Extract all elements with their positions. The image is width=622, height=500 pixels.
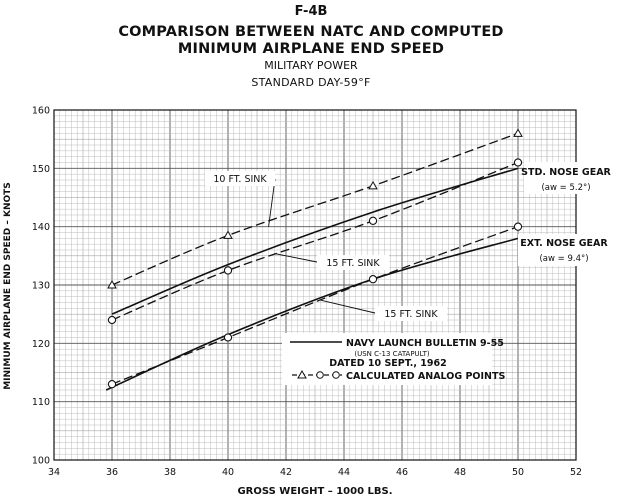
label-10ft-sink-box: [205, 171, 275, 186]
data-point-circle: [513, 222, 523, 231]
x-tick-label: 46: [396, 467, 408, 478]
x-tick-label: 40: [222, 467, 234, 478]
legend-circle-marker-2: [332, 371, 340, 379]
series-line-1: [111, 167, 519, 315]
data-point-triangle: [368, 180, 378, 190]
plot-series: [105, 128, 523, 391]
y-tick-label: 160: [32, 106, 50, 117]
x-tick-label: 48: [454, 467, 466, 478]
data-point-circle: [368, 216, 378, 225]
label-15ft-sink-lower-box: [375, 306, 447, 321]
series-line-4: [111, 226, 519, 385]
label-ext-gear-box: [518, 234, 610, 266]
data-point-circle: [223, 266, 233, 275]
chart-title-line2: MINIMUM AIRPLANE END SPEED: [177, 41, 445, 57]
plot-axes: 34 36 38 40 42 44 46 48 50 52 100 110 120 130 140 150 16…: [32, 106, 582, 479]
label-std-gear-box: [524, 162, 608, 194]
data-point-circle: [513, 158, 523, 167]
x-axis-label: GROSS WEIGHT – 1000 LBS.: [237, 486, 392, 497]
label-15ft-sink-upper: 15 FT. SINK: [326, 258, 380, 269]
plot-annotations: [268, 178, 376, 314]
label-15ft-sink-upper-box: [317, 255, 389, 270]
chart-title-line1: COMPARISON BETWEEN NATC AND COMPUTED: [118, 24, 504, 40]
data-point-triangle: [223, 230, 233, 239]
y-tick-label: 140: [32, 222, 50, 233]
label-ext-nose-gear: EXT. NOSE GEAR: [520, 238, 608, 249]
leader-15ft-upper: [274, 253, 318, 263]
series-line-0: [111, 132, 519, 286]
chart-subtitle-day: STANDARD DAY-59°F: [251, 76, 371, 89]
y-axis-label: MINIMUM AIRPLANE END SPEED – KNOTS: [3, 182, 13, 390]
y-tick-label: 150: [32, 164, 50, 175]
x-tick-label: 34: [48, 467, 60, 478]
x-tick-label: 36: [106, 467, 118, 478]
x-tick-label: 52: [570, 467, 582, 478]
leader-15ft-lower: [320, 299, 376, 314]
y-tick-label: 110: [32, 397, 50, 408]
legend-line1: NAVY LAUNCH BULLETIN 9-55: [346, 338, 504, 349]
data-point-circle: [368, 275, 378, 284]
legend-line2: (USN C-13 CATAPULT): [354, 350, 430, 358]
chart-subtitle-power: MILITARY POWER: [264, 59, 358, 72]
x-tick-label: 50: [512, 467, 524, 478]
leader-10ft-sink: [268, 178, 276, 227]
data-point-circle: [107, 380, 117, 389]
label-15ft-sink-lower: 15 FT. SINK: [384, 309, 438, 320]
aircraft-code: F-4B: [294, 4, 328, 19]
data-point-triangle: [513, 128, 523, 137]
data-point-circle: [107, 315, 117, 325]
legend-triangle-marker: [297, 369, 307, 379]
label-10ft-sink: 10 FT. SINK: [213, 174, 267, 185]
x-tick-label: 44: [338, 467, 350, 478]
legend-circle-marker-1: [316, 371, 324, 379]
legend-line3: DATED 10 SEPT., 1962: [329, 358, 447, 369]
plot-frame: [53, 109, 577, 461]
data-point-circle: [223, 333, 233, 342]
y-tick-label: 100: [32, 456, 50, 467]
y-tick-label: 120: [32, 339, 50, 350]
legend-line4: CALCULATED ANALOG POINTS: [346, 371, 505, 382]
x-tick-label: 42: [280, 467, 292, 478]
label-std-nose-gear: STD. NOSE GEAR: [521, 167, 611, 178]
y-tick-label: 130: [32, 281, 50, 292]
label-ext-nose-gear-aw: (aw = 9.4°): [539, 254, 588, 264]
series-line-2: [111, 161, 519, 321]
plot-grid: [53, 109, 577, 461]
label-std-nose-gear-aw: (aw = 5.2°): [541, 183, 590, 193]
x-tick-label: 38: [164, 467, 176, 478]
data-point-triangle: [107, 279, 117, 289]
